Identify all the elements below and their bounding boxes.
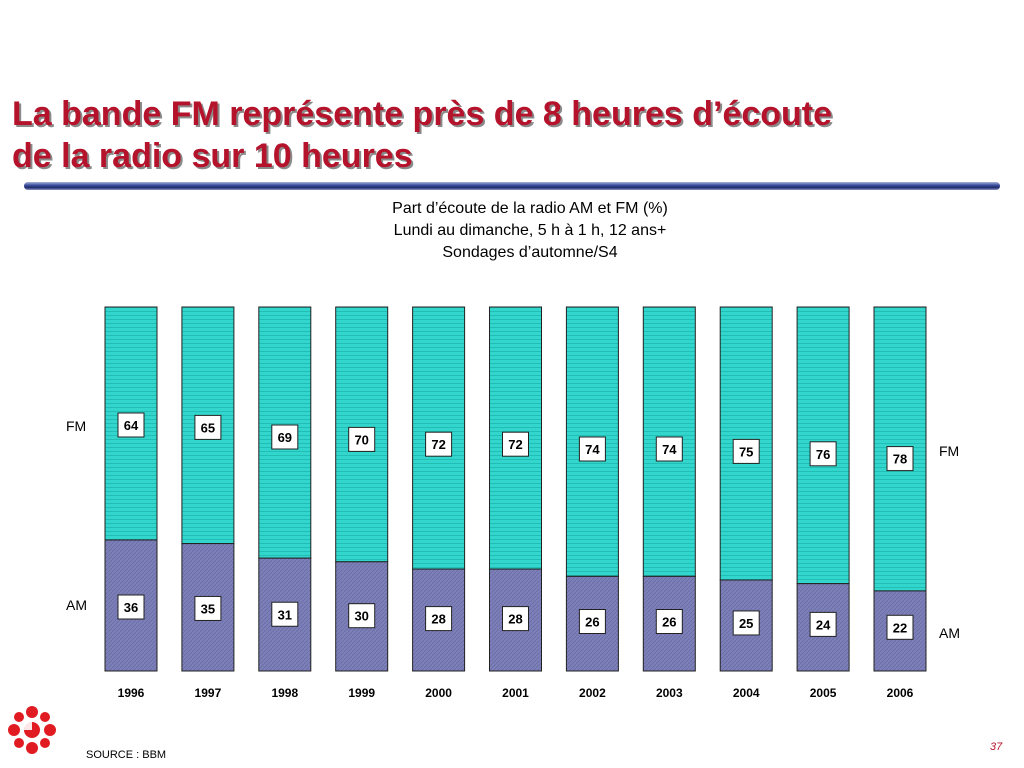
slide-title: La bande FM représente près de 8 heures … bbox=[12, 93, 1012, 177]
source-note: SOURCE : BBM bbox=[86, 749, 167, 761]
page-number: 37 bbox=[990, 741, 1003, 753]
data-label-fm-2005: 76 bbox=[816, 447, 830, 462]
data-label-box-am-1999 bbox=[348, 603, 376, 629]
data-label-box-am-2002 bbox=[578, 609, 606, 634]
x-tick-label-2004: 2004 bbox=[733, 686, 760, 700]
data-label-box-am-2006 bbox=[886, 614, 914, 640]
x-tick-label-2001: 2001 bbox=[502, 686, 529, 700]
data-label-am-2003: 26 bbox=[662, 615, 676, 630]
data-label-fm-2003: 74 bbox=[662, 442, 677, 457]
bar-group-2005: 76 24 2005 bbox=[796, 306, 850, 700]
data-label-fm-2006: 78 bbox=[893, 452, 907, 467]
x-tick-label-2003: 2003 bbox=[656, 686, 683, 700]
data-label-box-fm-1999 bbox=[348, 426, 376, 452]
cbc-radio-canada-gem-logo-icon bbox=[8, 706, 56, 754]
slide-title-line-2: de la radio sur 10 heures bbox=[12, 137, 413, 175]
data-label-fm-1997: 65 bbox=[201, 420, 215, 435]
data-label-box-am-1998 bbox=[271, 601, 299, 627]
data-label-am-1999: 30 bbox=[354, 609, 368, 624]
bar-group-1999: 70 30 1999 bbox=[335, 306, 389, 700]
data-label-fm-2001: 72 bbox=[508, 437, 522, 452]
bar-group-1997: 65 35 1997 bbox=[181, 306, 235, 700]
data-label-box-fm-1997 bbox=[194, 414, 222, 440]
data-label-box-fm-2001 bbox=[502, 431, 529, 457]
data-label-box-fm-2002 bbox=[578, 436, 606, 462]
x-tick-label-2000: 2000 bbox=[425, 686, 452, 700]
data-label-am-2005: 24 bbox=[816, 617, 831, 632]
data-label-fm-1999: 70 bbox=[354, 432, 368, 447]
x-tick-label-1997: 1997 bbox=[195, 686, 222, 700]
slide-title-line-1: La bande FM représente près de 8 heures … bbox=[12, 95, 833, 133]
data-label-fm-1996: 64 bbox=[124, 418, 139, 433]
chart-title-line-2: Lundi au dimanche, 5 h à 1 h, 12 ans+ bbox=[393, 222, 667, 239]
data-label-box-am-2004 bbox=[732, 610, 760, 636]
data-label-fm-1998: 69 bbox=[278, 430, 292, 445]
chart-title: Part d’écoute de la radio AM et FM (%) L… bbox=[280, 198, 780, 264]
data-label-am-2000: 28 bbox=[431, 612, 445, 627]
data-label-am-1996: 36 bbox=[124, 600, 138, 615]
bar-group-1996: 64 36 1996 bbox=[104, 306, 158, 700]
data-label-box-am-2005 bbox=[809, 611, 837, 637]
chart-title-line-3: Sondages d’automne/S4 bbox=[442, 244, 618, 261]
data-label-box-fm-1996 bbox=[117, 412, 145, 438]
data-label-am-1998: 31 bbox=[278, 607, 292, 622]
x-tick-label-1999: 1999 bbox=[348, 686, 375, 700]
left-legend-label-fm: FM bbox=[66, 418, 86, 434]
data-label-am-1997: 35 bbox=[201, 601, 215, 616]
bar-group-2000: 72 28 2000 bbox=[412, 306, 466, 700]
chart-title-line-1: Part d’écoute de la radio AM et FM (%) bbox=[392, 200, 668, 217]
data-label-box-am-1996 bbox=[117, 594, 145, 620]
data-label-box-fm-1998 bbox=[271, 424, 299, 450]
data-label-box-am-2000 bbox=[425, 606, 453, 632]
bar-group-2003: 74 26 2003 bbox=[642, 306, 696, 700]
left-legend-label-am: AM bbox=[66, 597, 87, 613]
bar-group-2002: 74 26 2002 bbox=[565, 306, 619, 700]
data-label-box-am-1997 bbox=[194, 595, 222, 621]
x-tick-label-1996: 1996 bbox=[118, 686, 145, 700]
x-tick-label-2005: 2005 bbox=[810, 686, 837, 700]
data-label-box-fm-2000 bbox=[425, 431, 453, 457]
x-tick-label-1998: 1998 bbox=[271, 686, 298, 700]
data-label-am-2002: 26 bbox=[585, 615, 599, 630]
data-label-box-fm-2003 bbox=[655, 436, 683, 462]
data-label-am-2004: 25 bbox=[739, 616, 753, 631]
title-divider-rule bbox=[24, 182, 1000, 190]
data-label-box-am-2003 bbox=[655, 609, 683, 634]
right-legend-label-fm: FM bbox=[939, 443, 959, 459]
bar-group-2004: 75 25 2004 bbox=[719, 306, 773, 700]
data-label-am-2006: 22 bbox=[893, 620, 907, 635]
bar-group-1998: 69 31 1998 bbox=[258, 306, 312, 700]
right-legend-label-am: AM bbox=[939, 625, 960, 641]
data-label-box-fm-2004 bbox=[732, 438, 760, 464]
data-label-fm-2004: 75 bbox=[739, 444, 753, 459]
data-label-fm-2000: 72 bbox=[431, 437, 445, 452]
bar-group-2001: 72 28 2001 bbox=[489, 306, 542, 700]
data-label-box-fm-2006 bbox=[886, 446, 914, 472]
x-tick-label-2002: 2002 bbox=[579, 686, 606, 700]
data-label-box-fm-2005 bbox=[809, 441, 837, 467]
bar-group-2006: 78 22 2006 bbox=[873, 306, 927, 700]
data-label-box-am-2001 bbox=[502, 606, 529, 632]
data-label-am-2001: 28 bbox=[508, 612, 522, 627]
x-tick-label-2006: 2006 bbox=[887, 686, 914, 700]
data-label-fm-2002: 74 bbox=[585, 442, 600, 457]
